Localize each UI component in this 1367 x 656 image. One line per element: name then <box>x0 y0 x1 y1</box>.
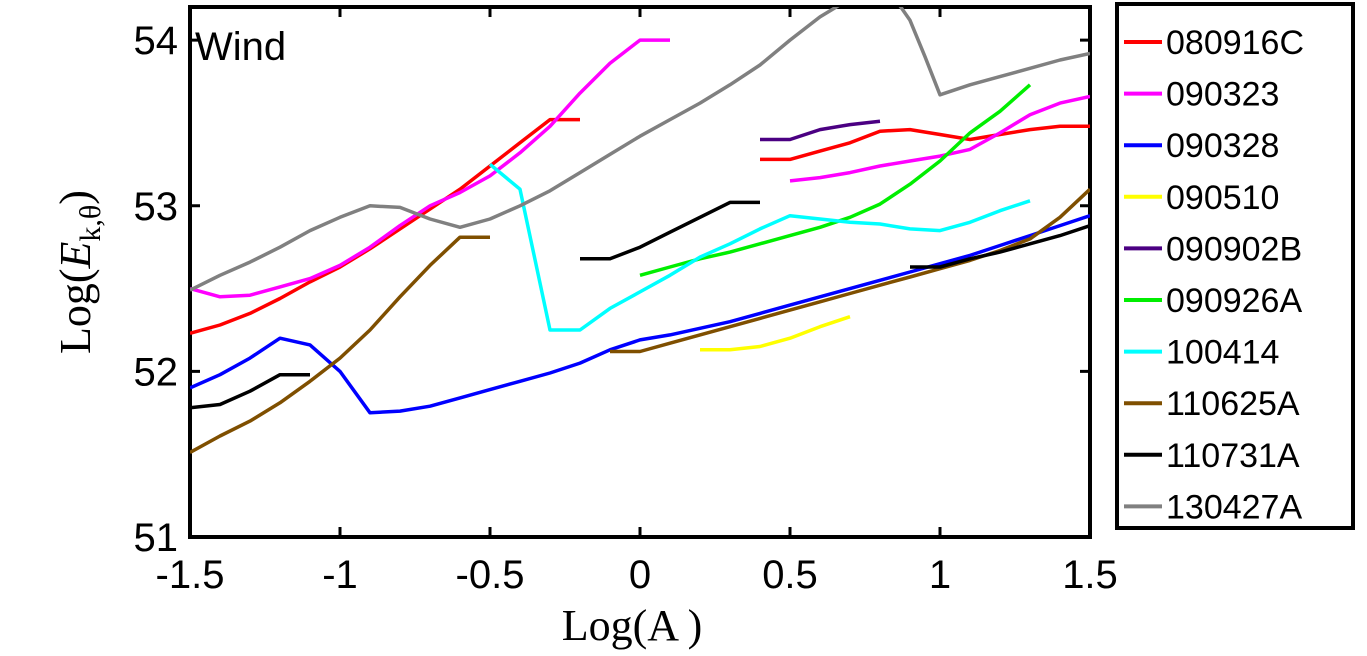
x-tick-label: -1 <box>322 553 358 597</box>
series-layer <box>190 7 1090 455</box>
x-tick-label: 1 <box>929 553 951 597</box>
legend-label-090926A: 090926A <box>1166 282 1302 320</box>
x-tick-label: 0.5 <box>762 553 818 597</box>
legend-label-130427A: 130427A <box>1166 488 1302 526</box>
x-tick-label: -1.5 <box>156 553 225 597</box>
legend: 080916C 090323 090328 090510 090902B 090926A 1… <box>1115 2 1355 530</box>
x-axis-label: Log(A ) <box>562 601 703 650</box>
y-tick-label: 53 <box>134 185 179 229</box>
y-tick-label: 52 <box>134 350 179 394</box>
legend-label-090902B: 090902B <box>1166 230 1302 268</box>
series-line-090323-1 <box>190 38 670 299</box>
series-line-080916C-2 <box>760 124 1090 162</box>
tick-layer: -1.5 -1 -0.5 0 0.5 1 1.5 51 52 53 54 <box>134 7 1118 597</box>
series-line-100414-1 <box>488 162 1031 332</box>
y-tick-label: 54 <box>134 19 179 63</box>
series-line-110731A-3 <box>910 223 1090 269</box>
legend-label-100414: 100414 <box>1166 334 1279 372</box>
annotation-wind: Wind <box>195 25 286 69</box>
series-line-090926A-1 <box>639 83 1032 277</box>
series-line-090902B-1 <box>760 119 881 142</box>
x-tick-label: 0 <box>629 553 651 597</box>
series-line-090323-2 <box>789 94 1090 183</box>
y-tick-label: 51 <box>134 516 179 560</box>
y-axis-label: Log(Ek,θ) <box>51 190 107 354</box>
legend-label-090328: 090328 <box>1166 127 1279 165</box>
legend-label-090323: 090323 <box>1166 76 1279 114</box>
series-line-110625A-2 <box>610 187 1090 354</box>
series-line-110625A-1 <box>190 235 490 455</box>
series-line-110731A-1 <box>190 372 310 410</box>
series-line-130427A-1 <box>190 7 1090 292</box>
series-line-090328-1 <box>190 214 1090 415</box>
legend-box <box>1115 2 1355 530</box>
legend-label-080916C: 080916C <box>1166 24 1304 62</box>
legend-label-110625A: 110625A <box>1166 385 1300 423</box>
x-tick-label: -0.5 <box>456 553 525 597</box>
series-line-090510-1 <box>700 315 851 352</box>
x-tick-label: 1.5 <box>1062 553 1118 597</box>
series-line-110731A-2 <box>580 200 760 261</box>
series-line-080916C-1 <box>190 117 580 335</box>
legend-label-090510: 090510 <box>1166 179 1279 217</box>
legend-label-110731A: 110731A <box>1166 437 1300 475</box>
